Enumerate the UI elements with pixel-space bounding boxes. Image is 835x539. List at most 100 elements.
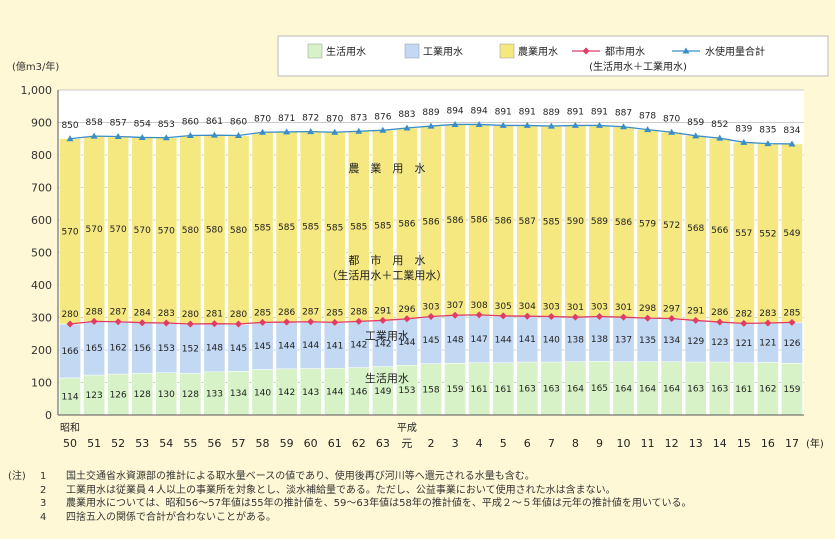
data-label-seikatsu: 146 — [350, 387, 367, 397]
point-total — [403, 124, 411, 131]
data-label-total: 870 — [663, 114, 680, 124]
x-tick-label: 54 — [159, 437, 173, 450]
data-label-total: 859 — [687, 118, 704, 128]
data-label-kogyo: 148 — [206, 344, 223, 354]
note-row: 4 四捨五入の関係で合計が合わないことがある。 — [8, 511, 833, 525]
data-label-kogyo: 145 — [254, 342, 271, 352]
legend-box — [277, 35, 829, 77]
data-label-kogyo: 145 — [230, 344, 247, 354]
data-label-kogyo: 152 — [182, 345, 199, 355]
data-label-total: 876 — [374, 112, 391, 122]
data-label-total: 853 — [158, 120, 175, 130]
data-label-kogyo: 166 — [61, 347, 78, 357]
legend-label-nogyo: 農業用水 — [518, 45, 558, 58]
data-label-kogyo: 142 — [374, 340, 391, 350]
data-label-kogyo: 138 — [567, 335, 584, 345]
x-tick-label: 6 — [524, 437, 531, 450]
data-label-kogyo: 121 — [735, 339, 752, 349]
data-label-seikatsu: 163 — [519, 385, 536, 395]
point-toshi — [331, 318, 339, 326]
data-label-seikatsu: 165 — [591, 384, 608, 394]
point-toshi — [716, 318, 724, 326]
data-label-seikatsu: 144 — [326, 388, 343, 398]
note-row: (注) 1 国土交通省水資源部の推計による取水量ベースの値であり、使用後再び河川等へ… — [8, 470, 833, 484]
data-label-nogyo: 570 — [158, 226, 175, 236]
data-label-nogyo: 589 — [591, 217, 608, 227]
point-total — [571, 121, 579, 128]
point-total — [210, 131, 218, 138]
point-total — [90, 132, 98, 139]
point-toshi — [114, 318, 122, 326]
x-tick-label: 元 — [401, 437, 412, 450]
x-tick-label: 11 — [641, 437, 655, 450]
y-tick-label: 700 — [31, 182, 52, 195]
data-label-seikatsu: 164 — [663, 384, 680, 394]
point-toshi — [764, 319, 772, 327]
data-label-seikatsu: 126 — [110, 391, 127, 401]
point-total — [259, 128, 267, 135]
data-label-kogyo: 123 — [711, 338, 728, 348]
point-total — [547, 122, 555, 129]
data-label-kogyo: 165 — [86, 344, 103, 354]
point-total — [499, 121, 507, 128]
data-label-seikatsu: 128 — [182, 390, 199, 400]
data-label-seikatsu: 123 — [86, 391, 103, 401]
data-label-seikatsu: 161 — [495, 385, 512, 395]
data-label-toshi: 291 — [374, 306, 391, 316]
point-total — [451, 120, 459, 127]
data-label-kogyo: 137 — [615, 335, 632, 345]
data-label-nogyo: 585 — [278, 223, 295, 233]
data-label-nogyo: 590 — [567, 217, 584, 227]
y-axis-label: (億m3/年) — [12, 60, 59, 73]
note-text: 四捨五入の関係で合計が合わないことがある。 — [66, 511, 276, 523]
data-label-toshi: 283 — [759, 309, 776, 319]
point-total — [740, 138, 748, 145]
x-tick-label: 13 — [689, 437, 703, 450]
data-label-seikatsu: 163 — [543, 385, 560, 395]
data-label-total: 878 — [639, 112, 656, 122]
data-label-seikatsu: 140 — [254, 388, 271, 398]
point-toshi — [571, 313, 579, 321]
data-label-toshi: 282 — [735, 309, 752, 319]
data-label-total: 883 — [398, 110, 415, 120]
x-tick-label: 17 — [785, 437, 799, 450]
data-label-total: 891 — [519, 107, 536, 117]
data-label-toshi: 296 — [398, 305, 415, 315]
point-toshi — [692, 316, 700, 324]
era-label: 昭和 — [60, 422, 80, 434]
data-label-toshi: 298 — [639, 304, 656, 314]
label-kogyo: 工業用水 — [365, 329, 409, 342]
point-toshi — [66, 320, 74, 328]
y-tick-label: 1,000 — [21, 84, 53, 97]
data-label-seikatsu: 149 — [374, 387, 391, 397]
note-row: 3 農業用水については、昭和56～57年値は55年の推計値を、59～63年値は58… — [8, 497, 833, 511]
data-label-nogyo: 570 — [110, 225, 127, 235]
data-label-toshi: 280 — [182, 310, 199, 320]
x-tick-label: 59 — [280, 437, 294, 450]
label-nogyo: 農 業 用 水 — [348, 161, 425, 175]
data-label-total: 860 — [230, 118, 247, 128]
data-label-total: 872 — [302, 114, 319, 124]
x-tick-label: 51 — [87, 437, 101, 450]
data-label-nogyo: 570 — [61, 227, 78, 237]
data-label-nogyo: 585 — [350, 222, 367, 232]
data-label-kogyo: 153 — [158, 344, 175, 354]
point-toshi — [740, 319, 748, 327]
y-tick-label: 0 — [45, 409, 52, 422]
data-label-toshi: 285 — [254, 308, 271, 318]
data-label-total: 870 — [326, 114, 343, 124]
data-label-nogyo: 580 — [182, 226, 199, 236]
label-toshi: 都 市 用 水 — [348, 253, 425, 267]
data-label-toshi: 307 — [446, 301, 463, 311]
data-label-total: 854 — [134, 119, 151, 129]
point-toshi — [283, 318, 291, 326]
data-label-seikatsu: 164 — [639, 384, 656, 394]
x-tick-label: 7 — [548, 437, 555, 450]
point-total — [307, 128, 315, 135]
point-toshi — [186, 320, 194, 328]
label-seikatsu: 生活用水 — [365, 371, 409, 385]
data-label-total: 891 — [567, 107, 584, 117]
data-label-total: 852 — [711, 120, 728, 130]
data-label-kogyo: 147 — [471, 335, 488, 345]
point-toshi — [620, 313, 628, 321]
